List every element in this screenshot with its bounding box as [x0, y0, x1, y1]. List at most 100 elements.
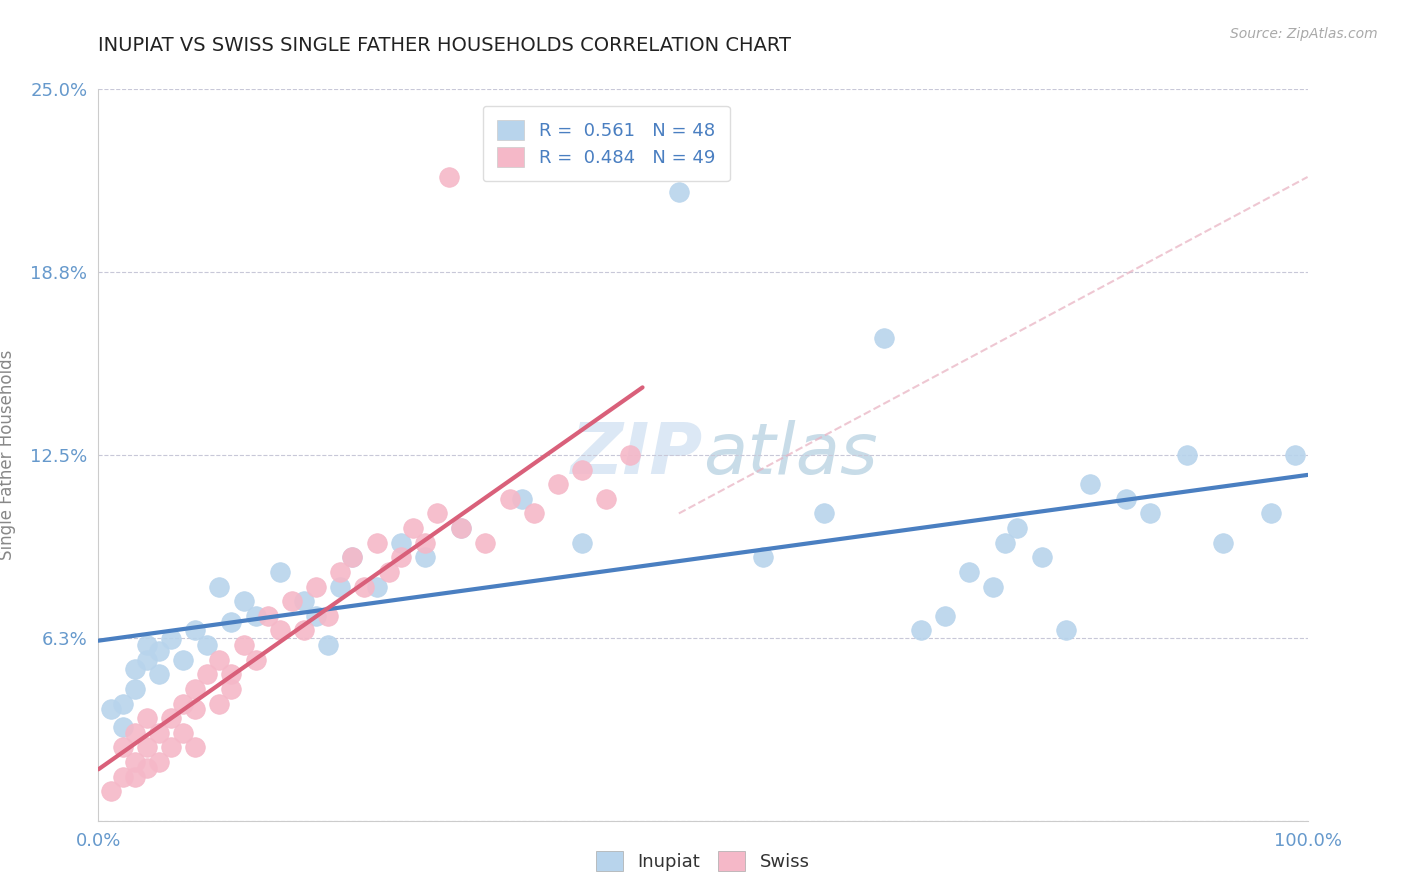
Point — [329, 580, 352, 594]
Point — [221, 615, 243, 629]
Point — [148, 644, 170, 658]
Point — [957, 565, 980, 579]
Point — [148, 667, 170, 681]
Point — [111, 770, 134, 784]
Point — [1260, 507, 1282, 521]
Point — [148, 726, 170, 740]
Point — [474, 535, 496, 549]
Point — [366, 535, 388, 549]
Point — [1284, 448, 1306, 462]
Point — [752, 550, 775, 565]
Point — [1212, 535, 1234, 549]
Point — [437, 169, 460, 184]
Point — [1139, 507, 1161, 521]
Point — [342, 550, 364, 565]
Point — [208, 697, 231, 711]
Point — [366, 580, 388, 594]
Point — [873, 331, 896, 345]
Point — [353, 580, 375, 594]
Point — [292, 594, 315, 608]
Point — [232, 594, 254, 608]
Point — [195, 667, 218, 681]
Point — [160, 632, 183, 647]
Point — [305, 580, 328, 594]
Point — [124, 726, 146, 740]
Point — [100, 784, 122, 798]
Point — [269, 624, 291, 638]
Point — [1054, 624, 1077, 638]
Point — [195, 638, 218, 652]
Point — [172, 697, 194, 711]
Point — [329, 565, 352, 579]
Legend: R =  0.561   N = 48, R =  0.484   N = 49: R = 0.561 N = 48, R = 0.484 N = 49 — [482, 105, 730, 181]
Point — [668, 185, 690, 199]
Point — [184, 624, 207, 638]
Point — [160, 711, 183, 725]
Point — [994, 535, 1017, 549]
Text: INUPIAT VS SWISS SINGLE FATHER HOUSEHOLDS CORRELATION CHART: INUPIAT VS SWISS SINGLE FATHER HOUSEHOLD… — [98, 36, 792, 54]
Point — [124, 755, 146, 769]
Point — [389, 535, 412, 549]
Point — [523, 507, 546, 521]
Point — [510, 491, 533, 506]
Text: Source: ZipAtlas.com: Source: ZipAtlas.com — [1230, 27, 1378, 41]
Point — [184, 681, 207, 696]
Point — [135, 711, 157, 725]
Point — [342, 550, 364, 565]
Y-axis label: Single Father Households: Single Father Households — [0, 350, 17, 560]
Point — [245, 608, 267, 623]
Point — [135, 653, 157, 667]
Point — [208, 580, 231, 594]
Point — [316, 608, 339, 623]
Point — [571, 462, 593, 476]
Point — [934, 608, 956, 623]
Point — [281, 594, 304, 608]
Point — [124, 770, 146, 784]
Point — [135, 761, 157, 775]
Point — [221, 667, 243, 681]
Point — [292, 624, 315, 638]
Point — [389, 550, 412, 565]
Point — [135, 740, 157, 755]
Point — [619, 448, 641, 462]
Point — [1031, 550, 1053, 565]
Point — [402, 521, 425, 535]
Point — [498, 491, 520, 506]
Point — [450, 521, 472, 535]
Point — [595, 491, 617, 506]
Point — [148, 755, 170, 769]
Point — [316, 638, 339, 652]
Point — [413, 535, 436, 549]
Point — [111, 720, 134, 734]
Point — [124, 681, 146, 696]
Point — [184, 740, 207, 755]
Point — [450, 521, 472, 535]
Point — [111, 740, 134, 755]
Point — [232, 638, 254, 652]
Text: ZIP: ZIP — [571, 420, 703, 490]
Point — [1007, 521, 1029, 535]
Point — [208, 653, 231, 667]
Point — [124, 661, 146, 675]
Point — [111, 697, 134, 711]
Point — [547, 477, 569, 491]
Point — [571, 535, 593, 549]
Point — [172, 653, 194, 667]
Legend: Inupiat, Swiss: Inupiat, Swiss — [589, 844, 817, 879]
Point — [256, 608, 278, 623]
Text: atlas: atlas — [703, 420, 877, 490]
Point — [910, 624, 932, 638]
Point — [377, 565, 399, 579]
Point — [245, 653, 267, 667]
Point — [135, 638, 157, 652]
Point — [413, 550, 436, 565]
Point — [305, 608, 328, 623]
Point — [426, 507, 449, 521]
Point — [813, 507, 835, 521]
Point — [981, 580, 1004, 594]
Point — [269, 565, 291, 579]
Point — [1078, 477, 1101, 491]
Point — [184, 702, 207, 716]
Point — [160, 740, 183, 755]
Point — [172, 726, 194, 740]
